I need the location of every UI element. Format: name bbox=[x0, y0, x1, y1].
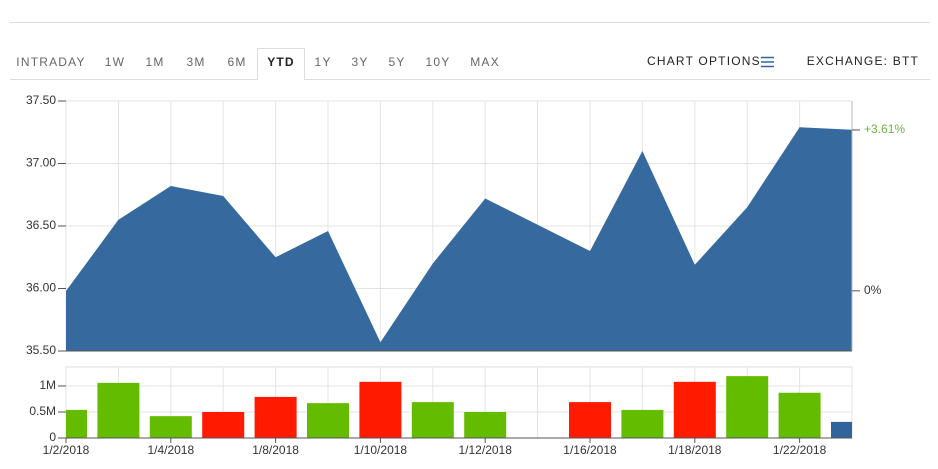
tab[interactable]: 6M bbox=[227, 55, 246, 69]
volume-bar bbox=[66, 409, 87, 438]
volume-bar bbox=[149, 416, 192, 438]
y-tick-label: 0.5M bbox=[29, 404, 56, 418]
y-tick-label: 36.00 bbox=[26, 281, 56, 295]
x-tick-label: 1/8/2018 bbox=[252, 443, 299, 457]
tab[interactable]: 10Y bbox=[426, 55, 451, 69]
tab[interactable]: MAX bbox=[470, 55, 500, 69]
volume-bar bbox=[202, 411, 245, 438]
x-tick-label: 1/10/2018 bbox=[354, 443, 408, 457]
volume-bar bbox=[726, 376, 769, 438]
y2-tick-label: +3.61% bbox=[864, 122, 905, 136]
tab[interactable]: 3Y bbox=[351, 55, 368, 69]
volume-bar bbox=[621, 409, 664, 438]
volume-bar bbox=[254, 396, 297, 438]
y-tick-label: 37.50 bbox=[26, 93, 56, 107]
volume-bar bbox=[359, 381, 402, 438]
y-tick-label: 35.50 bbox=[26, 343, 56, 357]
y-tick-label: 0 bbox=[49, 430, 56, 444]
x-tick-label: 1/16/2018 bbox=[563, 443, 617, 457]
x-tick-label: 1/18/2018 bbox=[668, 443, 722, 457]
tab[interactable]: 1W bbox=[105, 55, 125, 69]
price-area bbox=[66, 127, 852, 351]
y-tick-label: 37.00 bbox=[26, 156, 56, 170]
x-tick-label: 1/4/2018 bbox=[147, 443, 194, 457]
tab[interactable]: INTRADAY bbox=[16, 55, 85, 69]
volume-bar bbox=[831, 421, 852, 438]
y-tick-label: 36.50 bbox=[26, 218, 56, 232]
volume-bar bbox=[464, 411, 507, 438]
volume-bar bbox=[778, 392, 821, 438]
tab-selected-box bbox=[257, 48, 305, 80]
tab[interactable]: 3M bbox=[186, 55, 205, 69]
volume-bar bbox=[307, 403, 349, 438]
tab[interactable]: 1Y bbox=[314, 55, 331, 69]
x-tick-label: 1/12/2018 bbox=[459, 443, 513, 457]
volume-bar bbox=[673, 381, 716, 438]
tab[interactable]: YTD bbox=[267, 55, 295, 69]
chart-options[interactable]: CHART OPTIONS bbox=[647, 54, 761, 68]
volume-bar bbox=[411, 402, 454, 438]
x-tick-label: 1/22/2018 bbox=[773, 443, 827, 457]
x-tick-label: 1/2/2018 bbox=[43, 443, 90, 457]
y2-tick-label: 0% bbox=[864, 283, 882, 297]
y-tick-label: 1M bbox=[39, 378, 56, 392]
tab[interactable]: 1M bbox=[145, 55, 164, 69]
volume-bar bbox=[569, 402, 611, 438]
menu-icon[interactable] bbox=[761, 56, 774, 68]
volume-bar bbox=[97, 382, 140, 438]
exchange: EXCHANGE: BTT bbox=[807, 54, 919, 68]
tab[interactable]: 5Y bbox=[388, 55, 405, 69]
